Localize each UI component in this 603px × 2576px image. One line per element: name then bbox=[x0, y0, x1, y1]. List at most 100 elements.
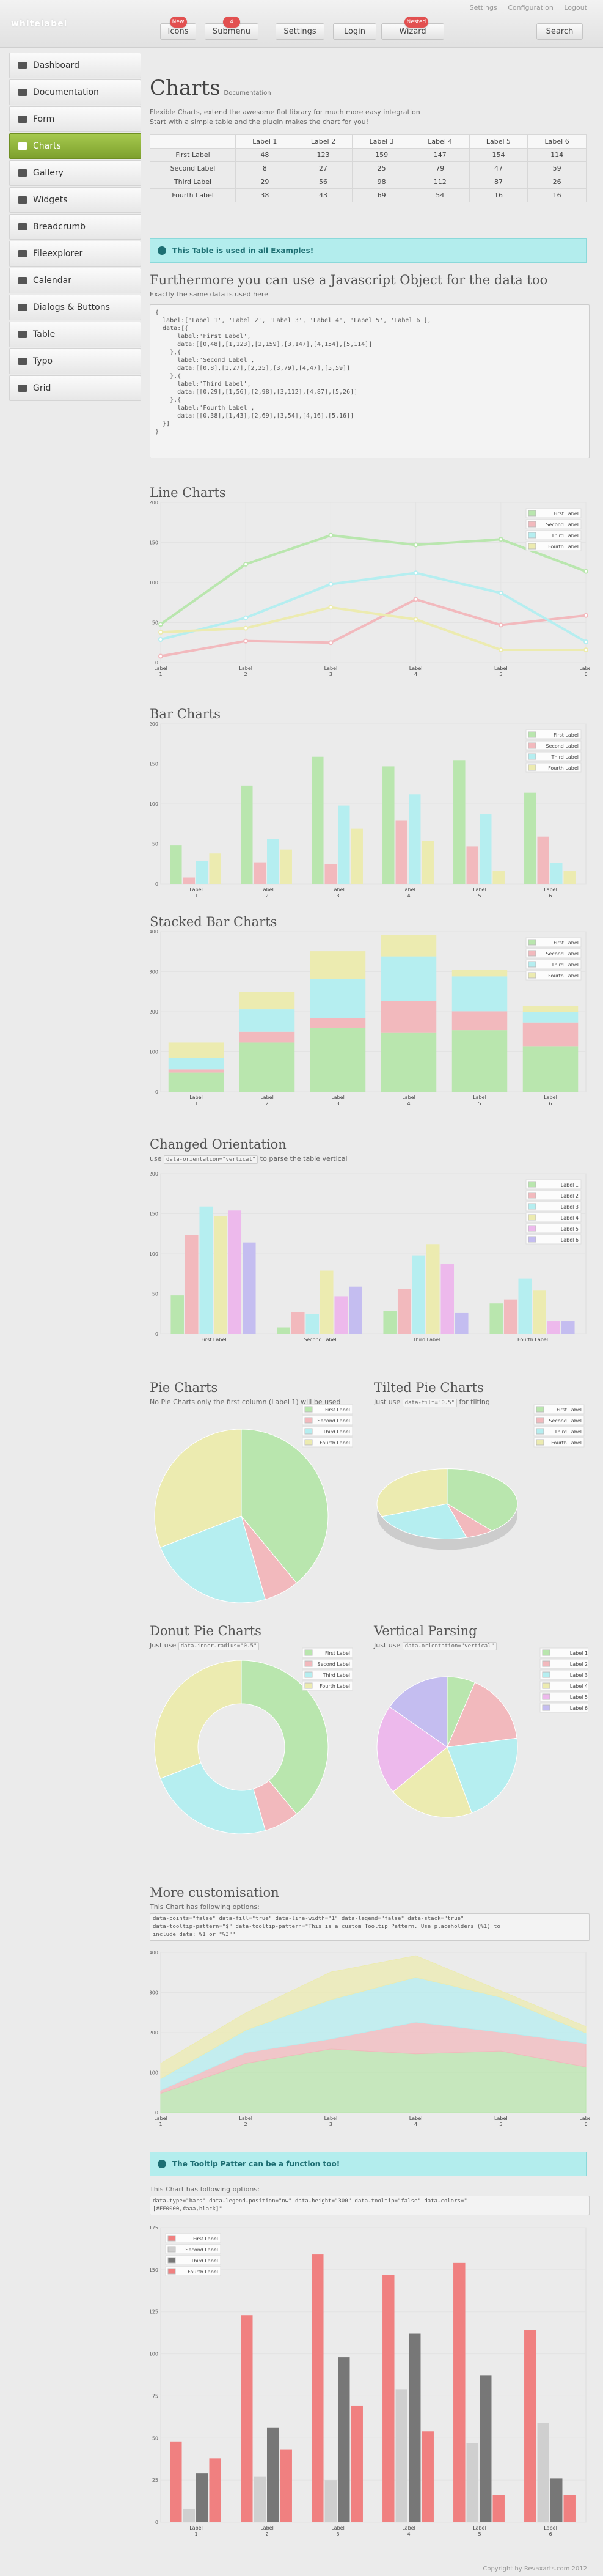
bar-segment[interactable] bbox=[381, 956, 437, 1001]
bar[interactable] bbox=[267, 2427, 279, 2522]
bar[interactable] bbox=[241, 785, 253, 884]
data-point[interactable] bbox=[583, 613, 588, 618]
bar[interactable] bbox=[492, 2495, 505, 2522]
bar[interactable] bbox=[334, 1296, 348, 1334]
sidebar-item-dashboard[interactable]: Dashboard bbox=[9, 53, 141, 78]
bar-segment[interactable] bbox=[451, 970, 508, 977]
bar-segment[interactable] bbox=[381, 935, 437, 957]
bar[interactable] bbox=[537, 836, 549, 884]
pie-slice[interactable] bbox=[159, 1515, 266, 1603]
bar-segment[interactable] bbox=[168, 1072, 224, 1092]
bar[interactable] bbox=[563, 2495, 576, 2522]
sidebar-item-grid[interactable]: Grid bbox=[9, 375, 141, 401]
bar[interactable] bbox=[563, 871, 576, 884]
bar[interactable] bbox=[426, 1244, 440, 1334]
sidebar-item-fileexplorer[interactable]: Fileexplorer bbox=[9, 241, 141, 267]
bar-segment[interactable] bbox=[310, 1028, 366, 1092]
data-point[interactable] bbox=[243, 615, 249, 620]
data-point[interactable] bbox=[328, 532, 334, 538]
bar[interactable] bbox=[214, 1216, 227, 1334]
bar[interactable] bbox=[199, 1206, 213, 1334]
sidebar-item-form[interactable]: Form bbox=[9, 106, 141, 132]
sidebar-item-dialogs-buttons[interactable]: Dialogs & Buttons bbox=[9, 295, 141, 320]
bar-segment[interactable] bbox=[239, 992, 295, 1010]
data-point[interactable] bbox=[498, 622, 503, 628]
pie-slice[interactable] bbox=[159, 1762, 266, 1834]
bar[interactable] bbox=[185, 1235, 199, 1334]
data-point[interactable] bbox=[498, 647, 503, 653]
pie-slice[interactable] bbox=[154, 1660, 242, 1779]
bar[interactable] bbox=[466, 846, 478, 884]
pie-slice[interactable] bbox=[376, 1468, 448, 1517]
pie-slice[interactable] bbox=[447, 1737, 518, 1814]
bar[interactable] bbox=[382, 766, 395, 884]
data-point[interactable] bbox=[158, 653, 163, 659]
bar[interactable] bbox=[409, 794, 421, 884]
data-point[interactable] bbox=[413, 597, 418, 602]
bar[interactable] bbox=[349, 1286, 362, 1334]
bar[interactable] bbox=[395, 2389, 407, 2522]
bar-segment[interactable] bbox=[451, 1011, 508, 1031]
bar[interactable] bbox=[550, 2478, 563, 2522]
bar-segment[interactable] bbox=[310, 951, 366, 979]
bar-segment[interactable] bbox=[168, 1058, 224, 1070]
bar[interactable] bbox=[209, 853, 221, 884]
bar[interactable] bbox=[489, 1303, 503, 1334]
bar[interactable] bbox=[351, 828, 363, 884]
data-point[interactable] bbox=[158, 622, 163, 627]
bar[interactable] bbox=[291, 1312, 305, 1334]
bar[interactable] bbox=[183, 2508, 195, 2522]
sidebar-item-documentation[interactable]: Documentation bbox=[9, 79, 141, 105]
bar-segment[interactable] bbox=[522, 1046, 579, 1092]
bar-segment[interactable] bbox=[451, 976, 508, 1012]
bar[interactable] bbox=[547, 1321, 561, 1334]
bar[interactable] bbox=[480, 814, 492, 884]
data-point[interactable] bbox=[158, 637, 163, 642]
data-point[interactable] bbox=[328, 605, 334, 610]
bar[interactable] bbox=[422, 2431, 434, 2522]
bar[interactable] bbox=[280, 849, 292, 884]
sidebar-item-breadcrumb[interactable]: Breadcrumb bbox=[9, 214, 141, 240]
sidebar-item-widgets[interactable]: Widgets bbox=[9, 187, 141, 213]
search-button[interactable]: Search bbox=[536, 23, 583, 40]
bar[interactable] bbox=[277, 1327, 290, 1334]
bar[interactable] bbox=[397, 1289, 411, 1334]
bar[interactable] bbox=[550, 863, 563, 884]
bar[interactable] bbox=[480, 2375, 492, 2522]
data-point[interactable] bbox=[413, 570, 418, 576]
bar-segment[interactable] bbox=[381, 1001, 437, 1033]
nav-wizard[interactable]: Wizard Nested bbox=[381, 17, 444, 40]
sidebar-item-table[interactable]: Table bbox=[9, 322, 141, 347]
data-point[interactable] bbox=[158, 630, 163, 635]
bar[interactable] bbox=[324, 864, 337, 884]
bar[interactable] bbox=[196, 2473, 208, 2522]
bar[interactable] bbox=[382, 2275, 395, 2522]
pie-slice[interactable] bbox=[447, 1468, 518, 1531]
bar[interactable] bbox=[455, 1312, 469, 1334]
logout-link[interactable]: Logout bbox=[564, 4, 587, 12]
bar-segment[interactable] bbox=[451, 1030, 508, 1092]
bar[interactable] bbox=[453, 2262, 466, 2522]
bar[interactable] bbox=[170, 1295, 184, 1334]
bar-segment[interactable] bbox=[239, 1009, 295, 1032]
data-point[interactable] bbox=[243, 561, 249, 567]
data-point[interactable] bbox=[498, 591, 503, 596]
bar[interactable] bbox=[409, 2333, 421, 2522]
configuration-link[interactable]: Configuration bbox=[508, 4, 554, 12]
bar[interactable] bbox=[241, 2315, 253, 2522]
bar[interactable] bbox=[267, 839, 279, 884]
pie-slice[interactable] bbox=[241, 1660, 329, 1815]
bar[interactable] bbox=[503, 1299, 517, 1334]
bar[interactable] bbox=[170, 2441, 182, 2522]
bar-segment[interactable] bbox=[310, 979, 366, 1018]
pie-slice[interactable] bbox=[376, 1706, 448, 1792]
bar[interactable] bbox=[305, 1314, 319, 1334]
bar[interactable] bbox=[320, 1270, 334, 1334]
data-point[interactable] bbox=[583, 569, 588, 574]
bar[interactable] bbox=[440, 1264, 455, 1334]
data-point[interactable] bbox=[328, 640, 334, 646]
bar[interactable] bbox=[196, 861, 208, 884]
data-point[interactable] bbox=[583, 639, 588, 644]
bar[interactable] bbox=[254, 862, 266, 884]
data-point[interactable] bbox=[328, 581, 334, 587]
